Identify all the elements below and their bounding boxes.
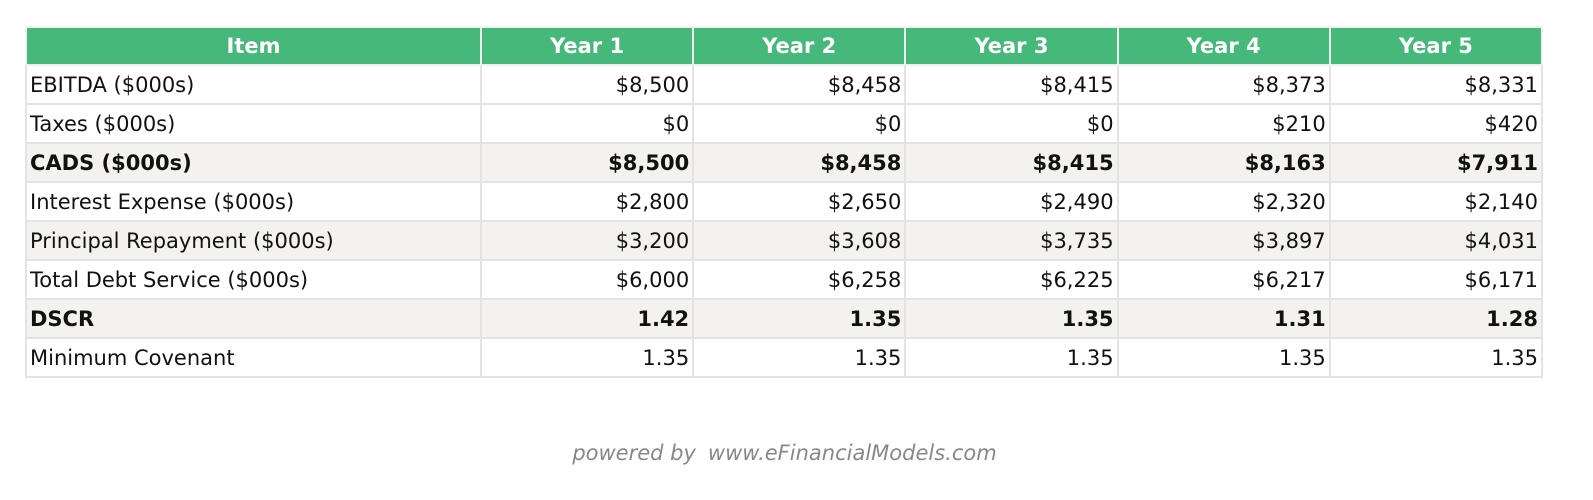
value-cell: $3,200: [479, 220, 695, 261]
value-cell: $3,897: [1116, 220, 1331, 261]
value-cell: $8,331: [1328, 64, 1544, 105]
value-cell: 1.35: [1116, 337, 1331, 378]
value-cell: 1.28: [1328, 298, 1544, 339]
value-cell: 1.35: [692, 337, 907, 378]
table-row: EBITDA ($000s) $8,500 $8,458 $8,415 $8,373 $8…: [25, 64, 1544, 105]
value-cell: $3,608: [692, 220, 907, 261]
table-row: Total Debt Service ($000s) $6,000 $6,258 $6…: [25, 259, 1544, 300]
value-cell: $7,911: [1328, 142, 1544, 183]
value-cell: 1.31: [1116, 298, 1331, 339]
value-cell: $2,650: [692, 181, 907, 222]
dscr-table: Item Year 1 Year 2 Year 3 Year 4 Year 5 EBITD…: [25, 26, 1544, 378]
table-row: Taxes ($000s) $0 $0 $0 $210 $420: [25, 103, 1544, 144]
value-cell: $8,415: [904, 142, 1119, 183]
footer: powered by www.eFinancialModels.com: [0, 441, 1569, 465]
table-row: Principal Repayment ($000s) $3,200 $3,608 $…: [25, 220, 1544, 261]
table-row: CADS ($000s) $8,500 $8,458 $8,415 $8,163 $7,9…: [25, 142, 1544, 183]
row-label: Interest Expense ($000s): [25, 181, 482, 222]
value-cell: $6,171: [1328, 259, 1544, 300]
value-cell: 1.35: [1328, 337, 1544, 378]
value-cell: $2,800: [479, 181, 695, 222]
value-cell: $8,163: [1116, 142, 1331, 183]
value-cell: $6,258: [692, 259, 907, 300]
row-label: Principal Repayment ($000s): [25, 220, 482, 261]
header-cell: Year 2: [692, 26, 907, 66]
table-body: EBITDA ($000s) $8,500 $8,458 $8,415 $8,373 $8…: [25, 64, 1544, 378]
value-cell: $6,000: [479, 259, 695, 300]
value-cell: $2,320: [1116, 181, 1331, 222]
header-cell: Year 3: [904, 26, 1119, 66]
value-cell: $8,458: [692, 64, 907, 105]
header-row: Item Year 1 Year 2 Year 3 Year 4 Year 5: [25, 26, 1544, 66]
row-label: EBITDA ($000s): [25, 64, 482, 105]
value-cell: $8,373: [1116, 64, 1331, 105]
value-cell: $6,225: [904, 259, 1119, 300]
value-cell: $8,500: [479, 142, 695, 183]
value-cell: $3,735: [904, 220, 1119, 261]
header-cell: Year 5: [1328, 26, 1544, 66]
table-row: DSCR 1.42 1.35 1.35 1.31 1.28: [25, 298, 1544, 339]
value-cell: $6,217: [1116, 259, 1331, 300]
value-cell: $2,490: [904, 181, 1119, 222]
footer-prefix: powered by: [572, 441, 696, 465]
row-label: Minimum Covenant: [25, 337, 482, 378]
value-cell: 1.35: [692, 298, 907, 339]
value-cell: 1.35: [904, 337, 1119, 378]
value-cell: $0: [904, 103, 1119, 144]
footer-site: www.eFinancialModels.com: [707, 441, 997, 465]
value-cell: $210: [1116, 103, 1331, 144]
value-cell: $2,140: [1328, 181, 1544, 222]
value-cell: $8,500: [479, 64, 695, 105]
row-label: DSCR: [25, 298, 482, 339]
row-label: CADS ($000s): [25, 142, 482, 183]
header-cell: Item: [25, 26, 482, 66]
value-cell: 1.35: [904, 298, 1119, 339]
value-cell: $8,415: [904, 64, 1119, 105]
table-row: Interest Expense ($000s) $2,800 $2,650 $2,4…: [25, 181, 1544, 222]
value-cell: 1.35: [479, 337, 695, 378]
row-label: Total Debt Service ($000s): [25, 259, 482, 300]
table-row: Minimum Covenant 1.35 1.35 1.35 1.35 1.35: [25, 337, 1544, 378]
value-cell: $0: [692, 103, 907, 144]
value-cell: $420: [1328, 103, 1544, 144]
row-label: Taxes ($000s): [25, 103, 482, 144]
header-cell: Year 4: [1116, 26, 1331, 66]
header-cell: Year 1: [479, 26, 695, 66]
value-cell: $4,031: [1328, 220, 1544, 261]
value-cell: $8,458: [692, 142, 907, 183]
value-cell: 1.42: [479, 298, 695, 339]
value-cell: $0: [479, 103, 695, 144]
